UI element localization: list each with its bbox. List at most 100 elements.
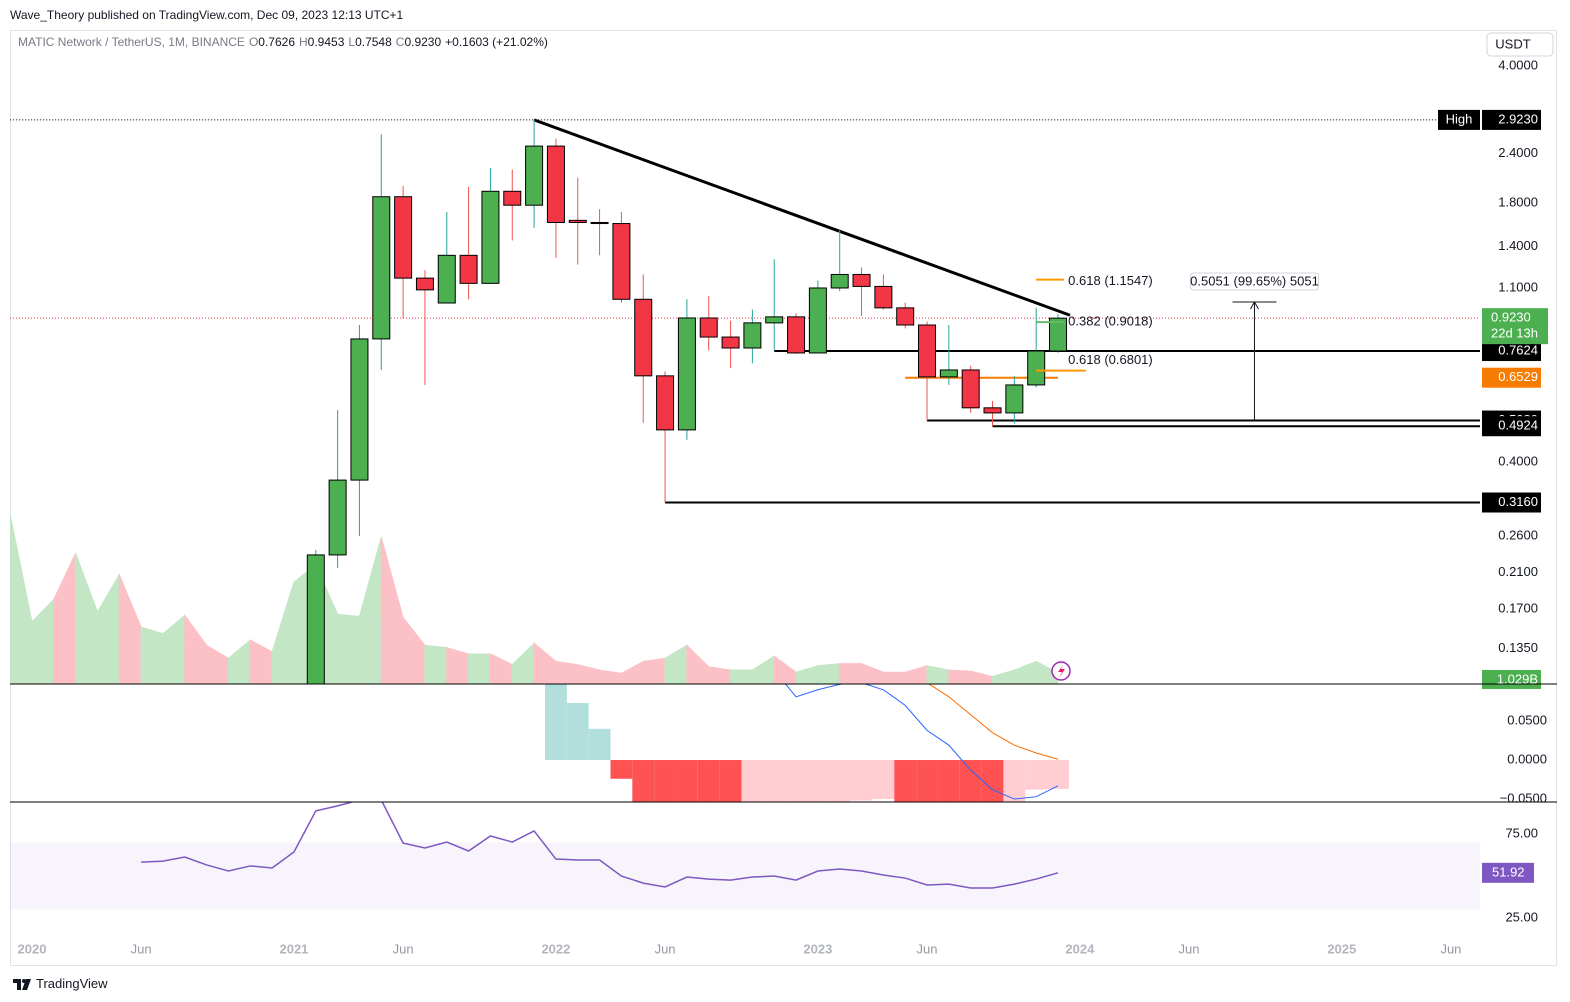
ohlc: L0.7548 [348, 35, 391, 49]
volume-area [642, 657, 666, 684]
ohlc-key: H [299, 35, 308, 49]
candle-body [787, 316, 806, 354]
macd-histogram-bar [937, 760, 960, 802]
candle-body [656, 375, 675, 431]
brand: TradingView [36, 976, 108, 991]
level-tag [1482, 492, 1541, 513]
volume-area [730, 669, 753, 684]
fib-label: 0.618 (1.1547) [1068, 273, 1153, 288]
macd-histogram-bar [894, 760, 917, 802]
axes: 2020 Jun 2021 Jun 2022 Jun 2023 Jun 2024 Jun 2025 J… [18, 57, 1548, 956]
rsi-band [10, 842, 1480, 910]
candle-body [743, 322, 762, 349]
macd-histogram-bar [828, 760, 851, 802]
candle-body [306, 554, 325, 684]
macd-histogram-bar [1047, 760, 1069, 789]
candle-body [634, 298, 653, 377]
candle-body [328, 479, 347, 556]
ohlc-key: C [395, 35, 405, 49]
candle-body [874, 285, 893, 309]
candle-body [808, 287, 827, 354]
measure-arrow [1250, 300, 1259, 310]
volume-area [249, 639, 273, 684]
candle-body [437, 254, 456, 304]
volume-area [337, 613, 360, 684]
currency-button[interactable]: USDT [1486, 32, 1554, 57]
candle-body [896, 307, 915, 326]
candle-body [830, 273, 849, 289]
alert-icon[interactable] [1051, 661, 1071, 681]
y-tick-label: 4.0000 [1498, 57, 1538, 72]
x-tick-label: Jun [655, 941, 676, 956]
macd-histogram-bar [763, 760, 786, 802]
candle-body [699, 317, 718, 338]
price-pane: 0.618 (1.1547) 0.382 (0.9018) 0.618 (0.680… [10, 118, 1480, 684]
volume-area [555, 660, 579, 684]
macd-tick-label: 0.0500 [1507, 712, 1547, 727]
candle-body [983, 407, 1002, 414]
macd-histogram-bar [959, 760, 982, 802]
y-tick-label: 0.1350 [1498, 640, 1538, 655]
macd-histogram-bar [1025, 760, 1048, 790]
volume-area [75, 553, 98, 684]
volume-area [948, 669, 972, 684]
macd-histogram-bar [872, 760, 895, 800]
ohlc-value: 0.9453 [307, 35, 345, 49]
macd-histogram-bar [610, 760, 633, 779]
x-tick-label: Jun [393, 941, 414, 956]
volume-area [577, 664, 601, 684]
ohlc-key: L [348, 35, 356, 49]
level-tag [1482, 416, 1541, 437]
volume-area [10, 514, 33, 684]
candle-body [1027, 350, 1046, 386]
volume-area [839, 663, 863, 684]
volume-area [424, 644, 448, 684]
x-tick-label: 2022 [541, 941, 570, 956]
change: +0.1603 (+21.02%) [445, 35, 548, 49]
fib-label: 0.618 (0.6801) [1068, 352, 1153, 367]
measure-label: 0.5051 (99.65%) 5051 [1190, 273, 1319, 288]
signal-line [928, 684, 1059, 760]
volume-area [686, 644, 710, 684]
measure-box [1189, 272, 1319, 291]
volume-area [206, 644, 229, 684]
y-tick-label: 1.8000 [1498, 195, 1538, 210]
candle-body [459, 254, 478, 284]
ohlc-value: 0.7548 [355, 35, 392, 49]
x-tick-label: Jun [1179, 941, 1200, 956]
candle-body [372, 196, 391, 340]
chart-frame [10, 30, 1557, 966]
macd-histogram-bar [981, 760, 1004, 802]
level-label: 0.7624 [1498, 342, 1538, 357]
level-tag-name: High [1446, 111, 1473, 126]
volume-area [773, 655, 797, 684]
volume-area [599, 669, 622, 684]
x-tick-label: Jun [917, 941, 938, 956]
level-tag-name-box [1438, 109, 1480, 130]
ohlc: H0.9453 [299, 35, 344, 49]
x-tick-label: Jun [1440, 941, 1461, 956]
candle-body [1005, 384, 1024, 414]
candle-body [852, 273, 871, 287]
macd-histogram-bar [719, 760, 742, 802]
y-tick-label: 2.4000 [1498, 145, 1538, 160]
candle-body [918, 324, 937, 378]
volume-area [904, 665, 928, 684]
y-tick-label: 0.2100 [1498, 564, 1538, 579]
candle-body [568, 219, 587, 223]
rsi-label: 51.92 [1492, 864, 1525, 879]
symbol: MATIC Network / TetherUS, 1M, BINANCE [18, 35, 245, 49]
candle-body [350, 338, 369, 481]
candle-body [765, 316, 784, 324]
volume-area [468, 653, 491, 684]
macd-histogram-bar [850, 760, 873, 801]
candle-body [525, 145, 544, 206]
volume-area [402, 616, 426, 684]
macd-histogram-bar [916, 760, 938, 802]
volume-area [96, 572, 120, 684]
macd-histogram-bar [632, 760, 655, 802]
candle-body [939, 369, 958, 378]
currency[interactable]: USDT [1495, 36, 1530, 51]
logo [13, 978, 31, 990]
ohlc-value: 0.9230 [404, 35, 442, 49]
